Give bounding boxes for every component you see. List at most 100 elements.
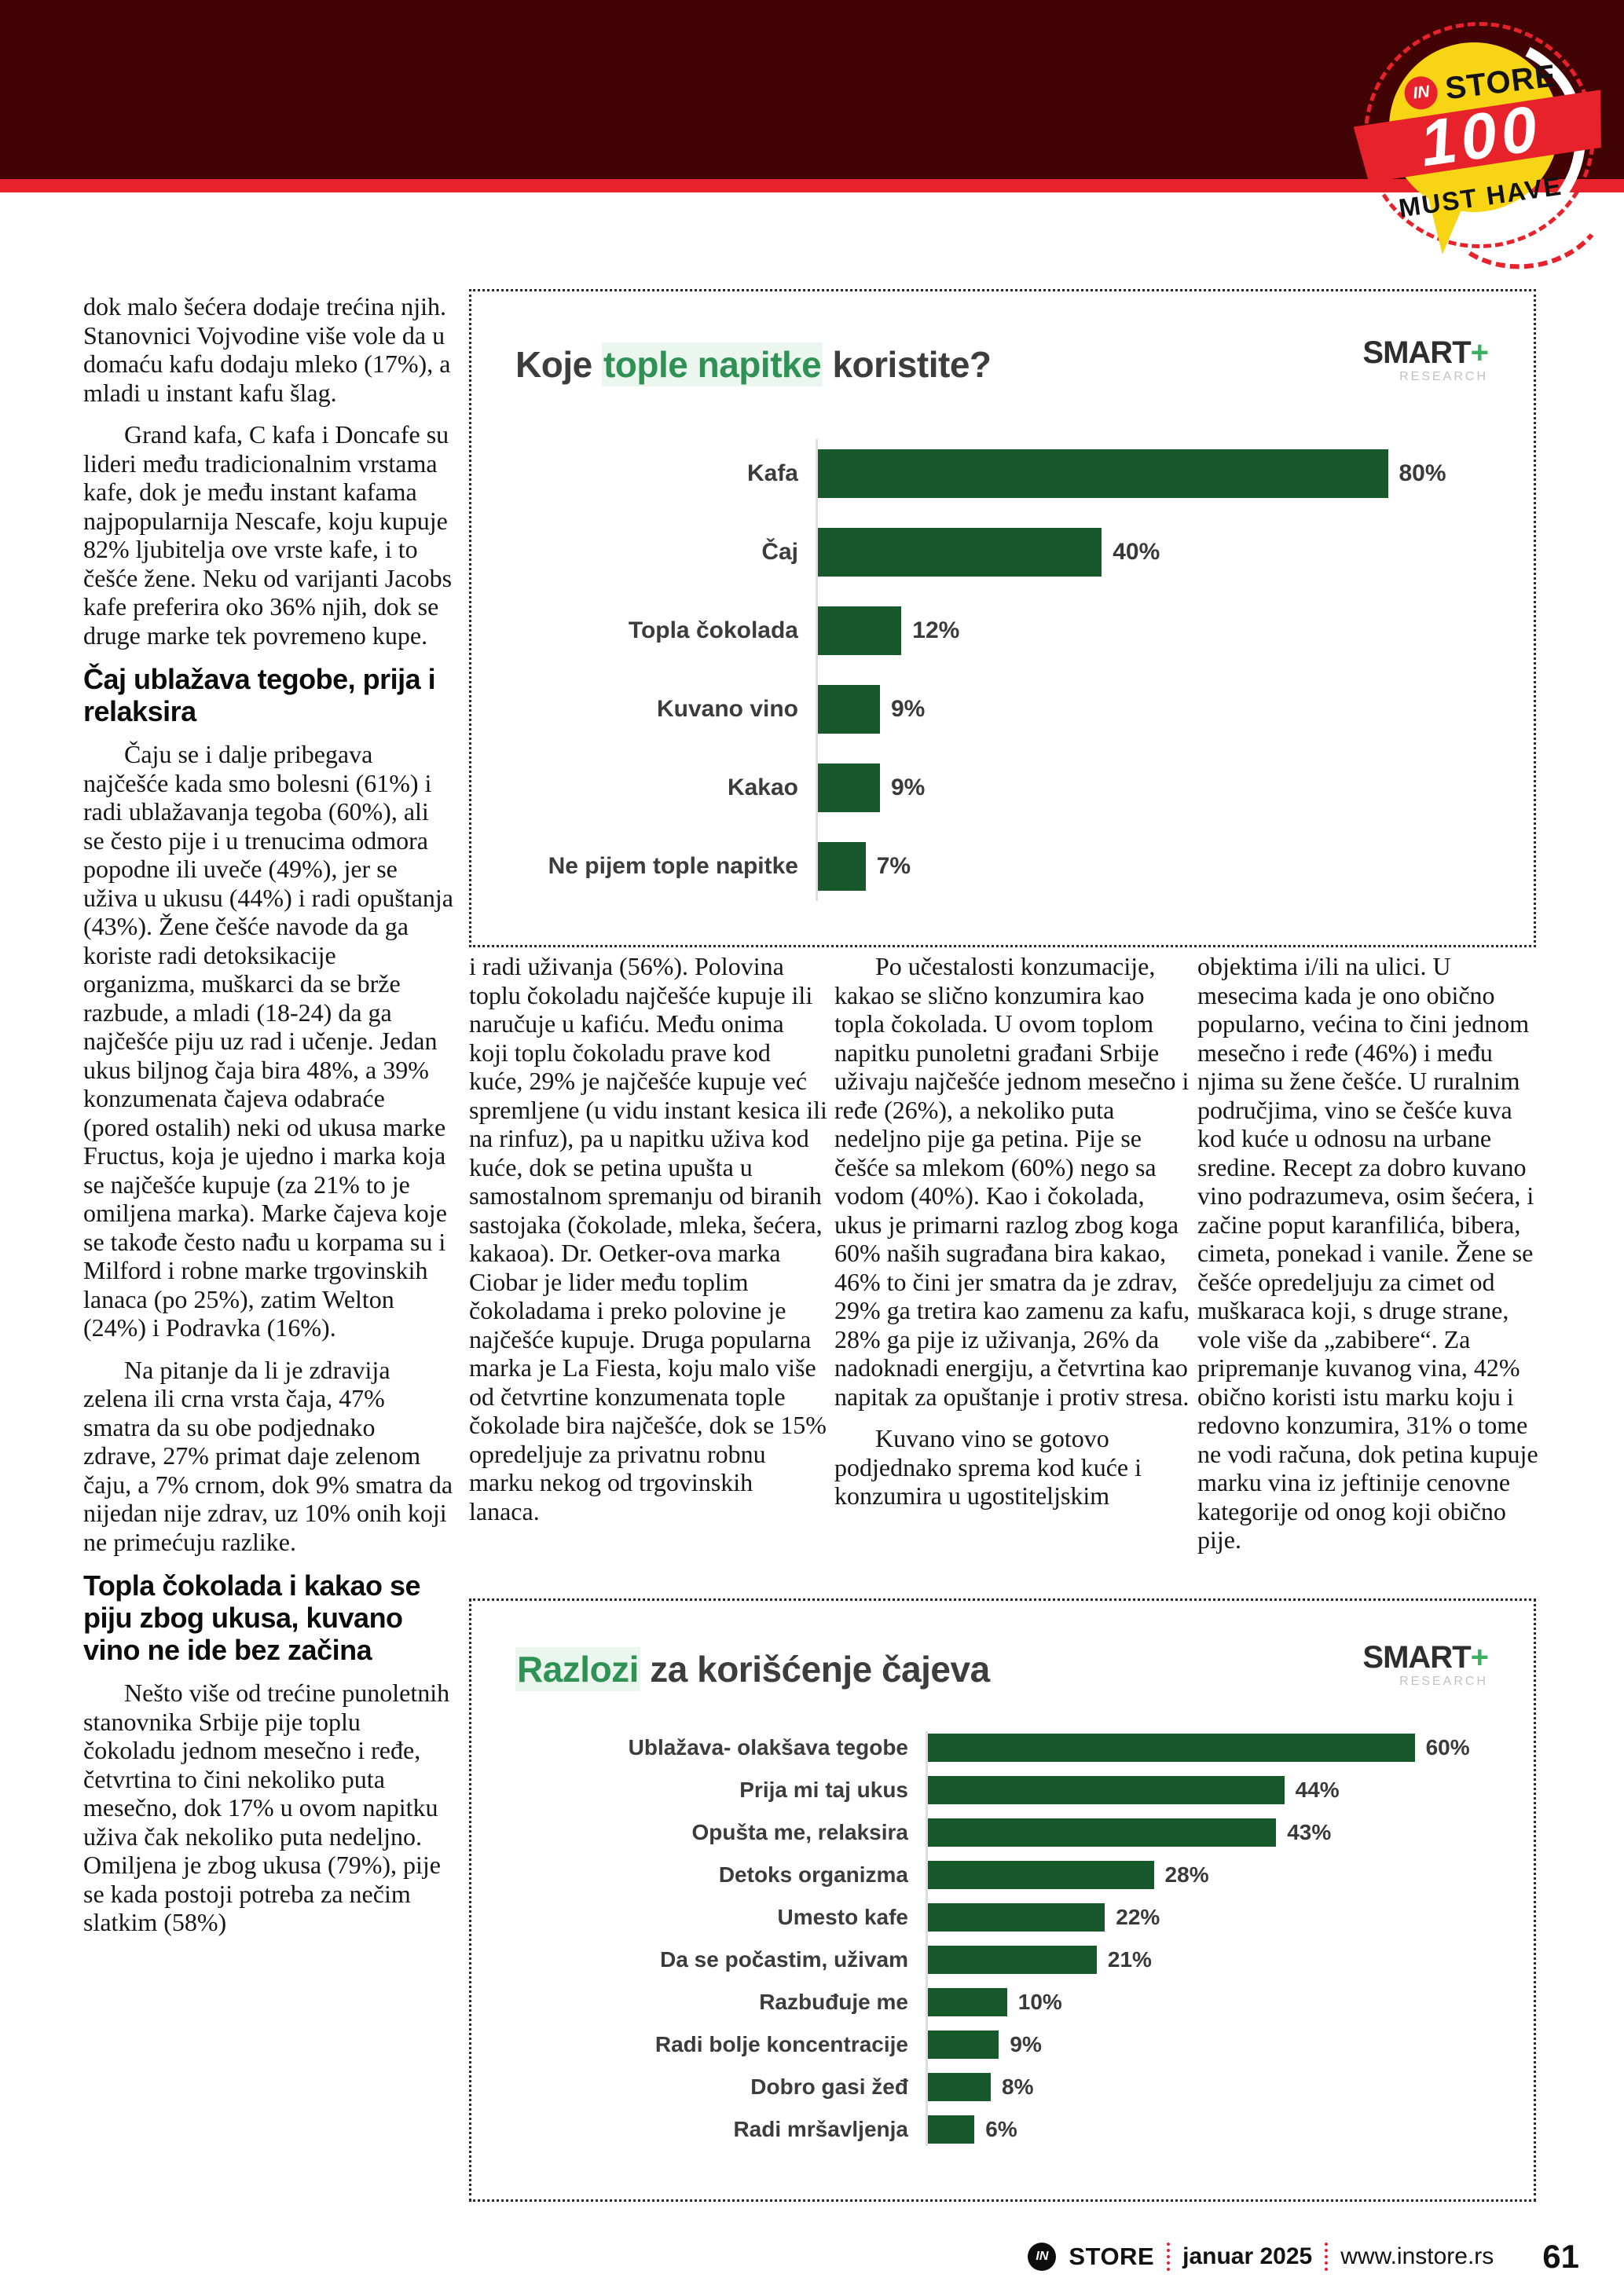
bar-value-label: 21% [1107, 1947, 1152, 1972]
header-band [0, 0, 1624, 179]
footer-separator [1325, 2243, 1329, 2271]
bar-track: 60% [926, 1734, 1488, 1762]
bar-value-label: 12% [912, 617, 960, 643]
bar-row: Razbuđuje me 10% [515, 1981, 1488, 2023]
bar [816, 842, 866, 891]
bar-row: Ublažava- olakšava tegobe 60% [515, 1727, 1488, 1769]
bar [816, 764, 880, 812]
bar-chart-area: Kafa 80% Čaj 40% Topla čokolada 12% Kuvano vin… [515, 434, 1488, 906]
smart-research-logo: SMART+ RESEARCH [1362, 335, 1489, 383]
bar [926, 1734, 1415, 1762]
chart-title-highlight: tople napitke [601, 342, 823, 386]
bar-value-label: 28% [1164, 1862, 1209, 1887]
bar [926, 1818, 1277, 1847]
smart-logo-text: SMART [1362, 1640, 1471, 1675]
bar-value-label: 10% [1017, 1990, 1062, 2014]
bar-category-label: Razbuđuje me [759, 1990, 908, 2014]
bar-value-label: 80% [1399, 460, 1446, 486]
bar-category-label: Radi mršavljenja [733, 2117, 908, 2141]
chart-title: Razlozi za korišćenje čajeva [515, 1647, 990, 1691]
bar-track: 9% [926, 2031, 1488, 2059]
paragraph: Kuvano vino se gotovo podjednako sprema … [834, 1424, 1142, 1510]
paragraph: Čaju se i dalje pribegava najčešće kada … [83, 740, 453, 1342]
bar-category-label: Dobro gasi žeđ [750, 2074, 908, 2099]
bar-row: Radi mršavljenja 6% [515, 2108, 1488, 2151]
instore-logo-icon: IN [1402, 74, 1440, 112]
smart-logo-plus-icon: + [1470, 335, 1489, 370]
bar [816, 606, 902, 655]
bar-category-label: Ublažava- olakšava tegobe [628, 1735, 908, 1760]
bar [926, 2115, 975, 2144]
bar-category-label: Opušta me, relaksira [691, 1820, 908, 1844]
bar-value-label: 9% [890, 774, 926, 800]
bar-track: 44% [926, 1776, 1488, 1804]
bar-row: Topla čokolada 12% [515, 591, 1488, 670]
paragraph: Grand kafa, C kafa i Doncafe su lideri m… [83, 420, 453, 650]
chart-title-pre: Koje [515, 344, 602, 385]
bar-row: Dobro gasi žeđ 8% [515, 2066, 1488, 2108]
bar-track: 12% [816, 606, 1488, 655]
bar-category-label: Ne pijem tople napitke [548, 853, 798, 879]
bar [926, 1988, 1007, 2016]
article-column-3: Po učestalosti konzumacije, kakao se sli… [834, 952, 1194, 1524]
bar-track: 10% [926, 1988, 1488, 2016]
bar-row: Detoks organizma 28% [515, 1854, 1488, 1896]
chart-title-highlight: Razlozi [515, 1647, 640, 1691]
bar-row: Umesto kafe 22% [515, 1896, 1488, 1939]
chart-title-post: koristite? [823, 344, 992, 385]
bar-track: 9% [816, 764, 1488, 812]
bar [816, 528, 1102, 577]
chart-tea-reasons: Razlozi za korišćenje čajeva SMART+ RESE… [469, 1598, 1536, 2202]
section-heading-tea: Čaj ublažava tegobe, prija i relaksira [83, 663, 436, 727]
bar [926, 1776, 1285, 1804]
bar [926, 1861, 1154, 1889]
article-column-1: dok malo šećera dodaje trećina njih. Sta… [83, 292, 454, 1950]
bar-category-label: Radi bolje koncentracije [654, 2032, 908, 2056]
bar-value-label: 40% [1113, 539, 1160, 565]
chart-header: Razlozi za korišćenje čajeva SMART+ RESE… [515, 1637, 1489, 1691]
section-heading-chocolate: Topla čokolada i kakao se piju zbog ukus… [83, 1569, 421, 1666]
smart-logo-text: SMART [1362, 335, 1471, 370]
footer-date: januar 2025 [1182, 2243, 1313, 2269]
bar [926, 1946, 1097, 1974]
bar-category-label: Kuvano vino [656, 696, 798, 722]
bar-track: 6% [926, 2115, 1488, 2144]
bar-track: 22% [926, 1903, 1488, 1932]
bar-row: Ne pijem tople napitke 7% [515, 827, 1488, 906]
bar-row: Prija mi taj ukus 44% [515, 1769, 1488, 1811]
chart-header: Koje tople napitke koristite? SMART+ RES… [515, 332, 1489, 386]
bar-value-label: 22% [1116, 1905, 1160, 1929]
bar [816, 685, 880, 734]
chart-title: Koje tople napitke koristite? [515, 342, 992, 386]
bar-track: 80% [816, 449, 1488, 498]
bar-category-label: Prija mi taj ukus [739, 1778, 908, 1802]
bar-value-label: 60% [1425, 1735, 1470, 1760]
bar-track: 43% [926, 1818, 1488, 1847]
bar-value-label: 9% [890, 696, 926, 722]
footer-separator [1167, 2243, 1171, 2271]
bar [926, 2073, 991, 2101]
bar-track: 8% [926, 2073, 1488, 2101]
smart-logo-subtext: RESEARCH [1399, 1675, 1488, 1688]
paragraph: Po učestalosti konzumacije, kakao se sli… [834, 952, 1190, 1411]
bar-category-label: Kafa [746, 460, 798, 486]
bar-row: Radi bolje koncentracije 9% [515, 2023, 1488, 2066]
bar-category-label: Da se počastim, uživam [660, 1947, 908, 1972]
bar-category-label: Kakao [727, 774, 798, 800]
bar-rows: Ublažava- olakšava tegobe 60% Prija mi taj… [515, 1727, 1488, 2151]
bar-value-label: 7% [876, 853, 911, 879]
bar-category-label: Umesto kafe [777, 1905, 908, 1929]
bar-value-label: 43% [1287, 1820, 1332, 1844]
bar-chart-area: Ublažava- olakšava tegobe 60% Prija mi taj… [515, 1727, 1488, 2151]
bar-row: Kafa 80% [515, 434, 1488, 513]
bar-category-label: Topla čokolada [628, 617, 798, 643]
chart-hot-beverages: Koje tople napitke koristite? SMART+ RES… [469, 289, 1536, 947]
bar-value-label: 9% [1010, 2032, 1042, 2056]
bar-category-label: Čaj [761, 539, 798, 565]
instore-footer-logo-icon: IN [1028, 2243, 1057, 2271]
paragraph: i radi uživanja (56%). Polovina toplu čo… [469, 952, 827, 1525]
article-column-4: objektima i/ili na ulici. U mesecima kad… [1197, 952, 1553, 1568]
bar-track: 28% [926, 1861, 1488, 1889]
page-number: 61 [1542, 2238, 1579, 2275]
